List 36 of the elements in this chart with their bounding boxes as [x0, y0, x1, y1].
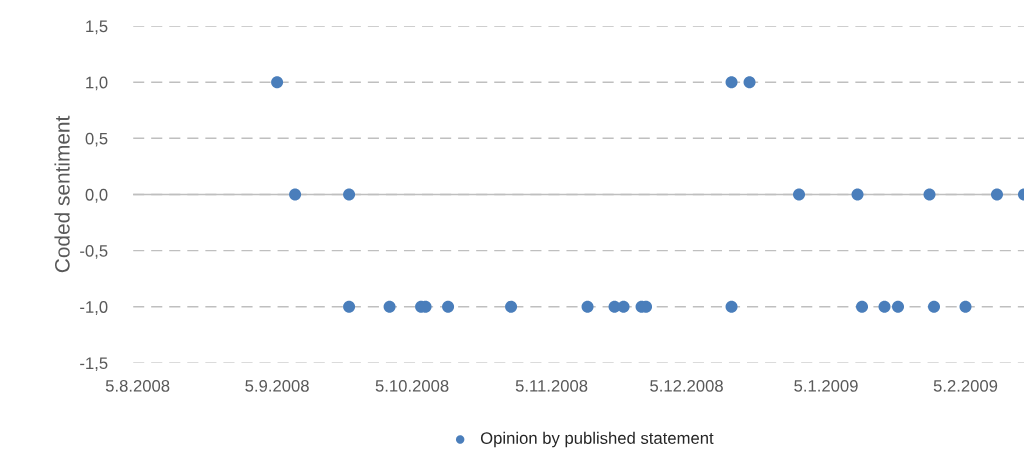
x-tick-label: 5.9.2008 [245, 379, 309, 392]
x-tick-label: 5.11.2008 [515, 379, 588, 392]
point [289, 188, 302, 201]
point [856, 300, 869, 313]
point [271, 76, 284, 89]
y-tick-label: 0,5 [85, 132, 108, 147]
point [793, 188, 806, 201]
point [343, 188, 356, 201]
point [442, 300, 455, 313]
point [878, 300, 891, 313]
point [851, 188, 864, 201]
x-tick-label: 5.2.2009 [933, 379, 998, 392]
x-tick-label: 5.1.2009 [794, 379, 858, 392]
point [959, 300, 972, 313]
y-tick-label: 0,0 [85, 188, 108, 203]
point [383, 300, 396, 313]
y-axis-title: Coded sentiment [54, 115, 70, 273]
x-tick-label: 5.12.2008 [650, 379, 723, 392]
y-tick-label: -1,0 [80, 301, 108, 315]
point [581, 300, 594, 313]
point [725, 76, 738, 89]
point [725, 300, 738, 313]
point [892, 300, 905, 313]
point [743, 76, 756, 89]
x-tick-label: 5.8.2008 [105, 379, 170, 392]
point [343, 300, 356, 313]
legend-label: Opinion by published statement [480, 431, 714, 448]
y-tick-label: 1,0 [86, 76, 108, 91]
y-tick-label: -1,5 [80, 357, 108, 372]
point [505, 300, 518, 313]
y-tick-label: 1,5 [86, 20, 108, 35]
x-tick-label: 5.10.2008 [375, 379, 449, 392]
point [928, 300, 941, 313]
point [923, 188, 936, 201]
point [990, 188, 1004, 201]
y-tick-label: -0,5 [80, 244, 108, 259]
